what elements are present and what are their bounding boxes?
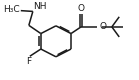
Text: H₃C: H₃C (3, 5, 19, 14)
Text: F: F (26, 57, 31, 66)
Text: O: O (99, 22, 106, 31)
Text: O: O (78, 4, 85, 13)
Text: NH: NH (33, 2, 47, 11)
